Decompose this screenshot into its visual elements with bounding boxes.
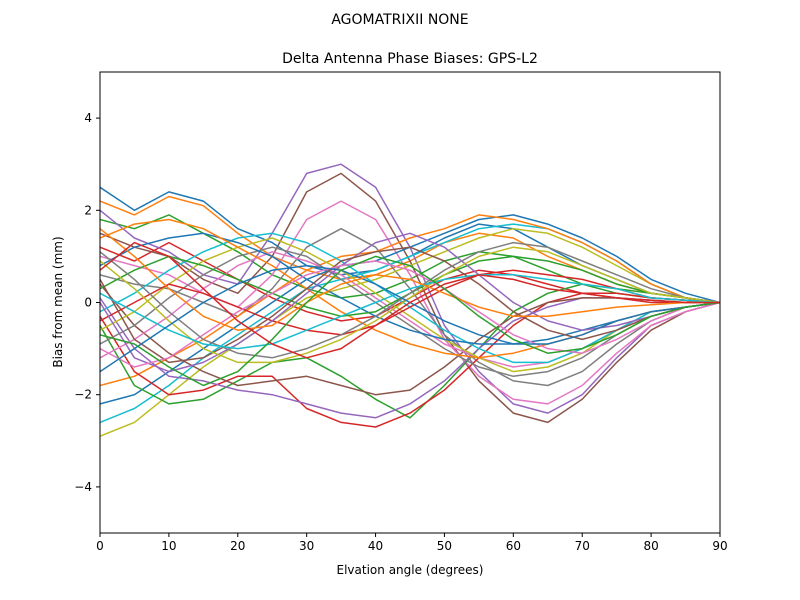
plot-lines	[100, 163, 720, 437]
y-tick-label: −4	[74, 480, 92, 494]
x-tick-label: 60	[506, 539, 521, 553]
series-line-13	[100, 283, 720, 419]
series-line-32	[100, 228, 720, 331]
x-tick-label: 40	[368, 539, 383, 553]
x-tick-label: 90	[712, 539, 727, 553]
x-axis-label: Elvation angle (degrees)	[337, 563, 484, 577]
x-tick-label: 0	[96, 539, 104, 553]
series-line-33	[100, 255, 720, 387]
x-tick-label: 30	[299, 539, 314, 553]
y-axis-label: Bias from mean (mm)	[51, 236, 65, 367]
x-tick-label: 20	[230, 539, 245, 553]
series-line-28	[100, 241, 720, 359]
series-line-1	[100, 186, 720, 304]
series-line-29	[100, 246, 720, 364]
y-tick-label: 4	[84, 111, 92, 125]
y-tick-label: 0	[84, 296, 92, 310]
series-line-30	[100, 274, 720, 350]
y-tick-label: −2	[74, 388, 92, 402]
series-line-14	[100, 292, 720, 428]
series-line-34	[100, 241, 720, 359]
series-line-27	[100, 260, 720, 368]
figure-suptitle: AGOMATRIXII NONE	[331, 12, 468, 28]
x-tick-label: 70	[575, 539, 590, 553]
y-tick-label: 2	[84, 203, 92, 217]
series-line-26	[100, 246, 720, 364]
x-tick-label: 10	[161, 539, 176, 553]
axes: 0 10 20 30 40 50 60 70 80 90 −4 −2 0 2 4	[74, 71, 728, 553]
series-line-6	[100, 172, 720, 424]
x-tick-label: 80	[643, 539, 658, 553]
series-line-25	[100, 232, 720, 373]
x-tick-label: 50	[437, 539, 452, 553]
chart-title: Delta Antenna Phase Biases: GPS-L2	[282, 51, 538, 67]
series-line-18	[100, 246, 720, 378]
